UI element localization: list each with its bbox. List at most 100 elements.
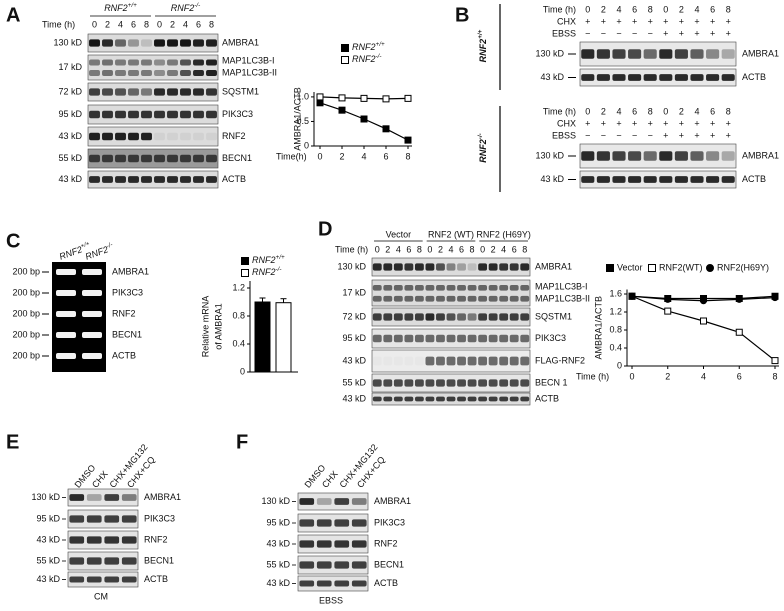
blot (87, 148, 219, 169)
blot (297, 513, 369, 533)
size-label: 43 kD (342, 355, 366, 365)
band (206, 59, 217, 66)
lane-label: + (648, 16, 653, 26)
band (425, 379, 435, 387)
condition-label: CHX (557, 16, 576, 26)
legend-label-sup: +/+ (276, 254, 285, 261)
gel-band (82, 311, 102, 317)
band (351, 519, 367, 527)
band (128, 59, 139, 66)
band (180, 39, 191, 47)
band (414, 284, 424, 291)
band (393, 295, 403, 302)
lane-label: 8 (726, 4, 731, 14)
legend-label: RNF2+/+ (352, 41, 385, 52)
band (596, 151, 610, 161)
band (404, 379, 414, 387)
blot (87, 54, 219, 81)
band (351, 561, 367, 569)
protein-label: ACTB (222, 174, 246, 184)
x-axis-title: Time (h) (576, 371, 609, 381)
band (467, 284, 477, 291)
x-tick-label: 6 (737, 371, 742, 381)
band (499, 295, 509, 302)
band (659, 176, 673, 183)
lane-label: 2 (491, 244, 496, 254)
protein-label: FLAG-RNF2 (535, 355, 585, 365)
band (393, 284, 403, 291)
band (690, 151, 704, 161)
band (414, 295, 424, 302)
lane-label: 8 (522, 244, 527, 254)
group-label: RNF2 (H69Y) (476, 229, 531, 239)
band (383, 379, 393, 387)
size-label: 43 kD (266, 578, 290, 588)
band (446, 379, 456, 387)
band (488, 334, 498, 343)
lane-label: + (601, 118, 606, 128)
size-label: 200 bp (12, 308, 40, 318)
band (488, 313, 498, 321)
blot (579, 170, 737, 189)
band (414, 379, 424, 387)
x-tick-label: 2 (665, 371, 670, 381)
x-tick-label: 6 (383, 151, 388, 161)
genotype-label-main: RNF2 (478, 39, 488, 63)
band (89, 88, 100, 96)
lane-label: + (710, 118, 715, 128)
lane-label: 6 (632, 4, 637, 14)
genotype-label: RNF2+/+ (477, 29, 488, 62)
band (414, 396, 424, 402)
band (509, 356, 519, 366)
band (180, 154, 191, 163)
band (193, 154, 204, 163)
lane-label: − (648, 130, 653, 140)
band (128, 176, 139, 183)
band (467, 295, 477, 302)
band (596, 49, 610, 59)
band (141, 154, 152, 163)
band (383, 334, 393, 343)
band (167, 59, 178, 66)
band (86, 515, 102, 523)
lane-label: + (585, 118, 590, 128)
marker (664, 307, 672, 315)
band (141, 39, 152, 47)
x-axis-title: Time(h) (276, 151, 307, 161)
blot (67, 571, 139, 588)
marker (404, 136, 412, 144)
band (351, 498, 367, 505)
size-label: 43 kD (58, 131, 82, 141)
marker (664, 295, 672, 303)
x-tick-label: 4 (361, 151, 366, 161)
lane-label: + (585, 16, 590, 26)
y-axis-title: AMBRA1/ACTB (292, 87, 302, 151)
lane-label: 0 (157, 19, 162, 29)
y-tick-label: 0.4 (232, 338, 245, 348)
band (316, 519, 332, 527)
band (167, 132, 178, 141)
lane-label: 2 (105, 19, 110, 29)
band (520, 379, 530, 387)
band (193, 59, 204, 66)
band (141, 110, 152, 119)
band (457, 396, 466, 402)
lane-label: 0 (663, 4, 668, 14)
lane-label: + (679, 118, 684, 128)
y-tick-label: 1.6 (609, 288, 622, 298)
band (596, 74, 610, 81)
band (499, 379, 509, 387)
band (446, 356, 456, 366)
y-tick-label: 0.5 (296, 116, 309, 126)
protein-label: RNF2 (222, 131, 246, 141)
gel-band (56, 353, 76, 359)
lane-label: 2 (601, 106, 606, 116)
x-tick-label: 4 (701, 371, 706, 381)
band (457, 334, 466, 343)
lane-label: + (679, 28, 684, 38)
band (643, 151, 657, 161)
band (154, 176, 165, 183)
group-label: RNF2+/+ (104, 2, 137, 13)
lane-label: + (679, 16, 684, 26)
lane-label: + (663, 28, 668, 38)
